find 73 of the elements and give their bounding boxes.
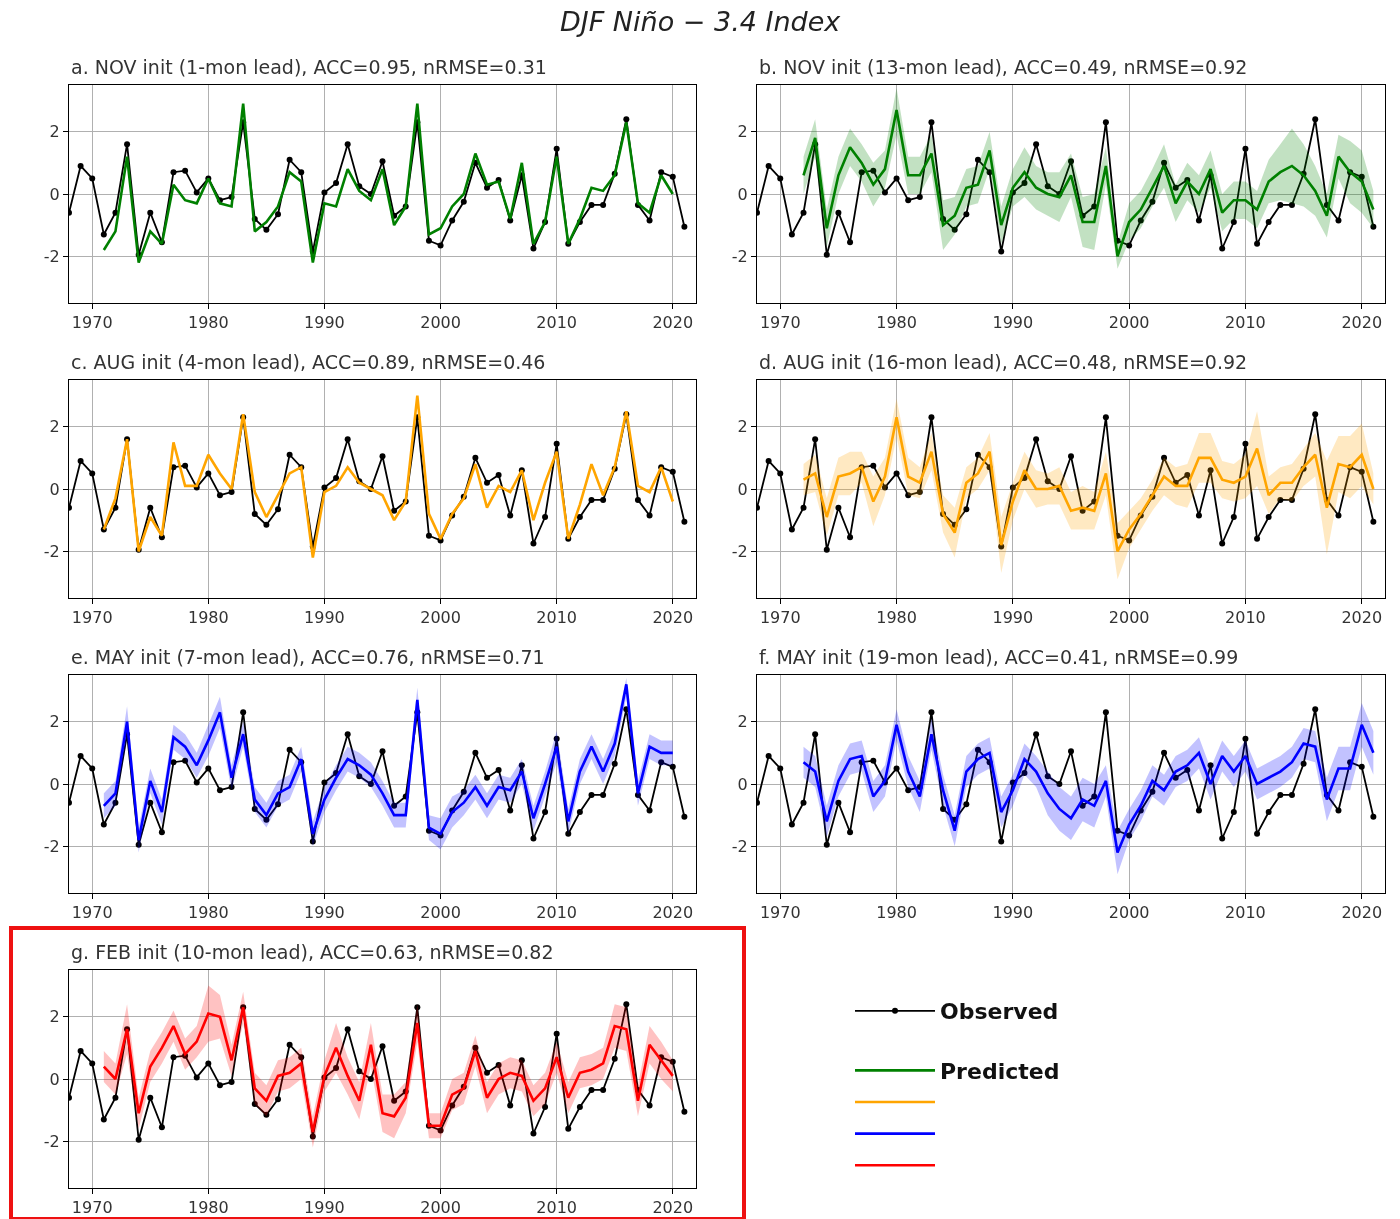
x-tick-label: 1990 (992, 608, 1034, 628)
x-tick-label: 2000 (1108, 313, 1150, 333)
x-tick-label: 1990 (992, 903, 1034, 923)
x-tick-label: 2020 (652, 1198, 694, 1218)
x-tick-label: 2000 (420, 903, 461, 923)
chart-title: e. MAY init (7-mon lead), ACC=0.76, nRMSE=0.71 (71, 646, 545, 668)
x-tick-label: 2020 (1341, 903, 1383, 923)
x-tick-label: 1990 (992, 313, 1034, 333)
x-tick-label: 2010 (1225, 608, 1266, 628)
y-tick-label: 2 (49, 417, 60, 437)
y-tick-label: -2 (731, 246, 748, 266)
x-tick-label: 2000 (420, 608, 461, 628)
x-tick-label: 2020 (652, 608, 694, 628)
y-tick-label: 0 (737, 479, 748, 499)
x-tick-label: 1970 (71, 313, 113, 333)
x-tick-label: 2000 (1108, 903, 1150, 923)
chart-title: b. NOV init (13-mon lead), ACC=0.49, nRMSE=0.92 (759, 56, 1248, 78)
y-tick-label: 0 (49, 184, 60, 204)
y-tick-label: -2 (43, 836, 60, 856)
x-tick-label: 1980 (876, 313, 917, 333)
x-tick-label: 1980 (876, 608, 917, 628)
x-tick-label: 1980 (187, 608, 229, 628)
y-tick-label: 2 (49, 712, 60, 732)
y-tick-label: 2 (737, 712, 748, 732)
x-tick-label: 2010 (1225, 903, 1266, 923)
x-tick-label: 2020 (1341, 608, 1383, 628)
chart-title: c. AUG init (4-mon lead), ACC=0.89, nRMSE=0.46 (71, 351, 546, 373)
y-tick-label: 2 (737, 122, 748, 142)
x-tick-label: 1990 (304, 313, 345, 333)
y-tick-label: 2 (49, 1007, 60, 1027)
x-tick-label: 1970 (71, 1198, 113, 1218)
x-tick-label: 1980 (187, 313, 229, 333)
x-tick-label: 1990 (304, 903, 345, 923)
x-tick-label: 1980 (876, 903, 917, 923)
y-tick-label: 0 (737, 184, 748, 204)
chart-title: a. NOV init (1-mon lead), ACC=0.95, nRMSE=0.31 (71, 56, 547, 78)
y-tick-label: -2 (43, 1131, 60, 1151)
y-tick-label: 0 (737, 774, 748, 794)
x-tick-label: 2010 (536, 608, 578, 628)
x-tick-label: 2020 (652, 313, 694, 333)
x-tick-label: 2000 (1108, 608, 1150, 628)
x-tick-label: 2010 (536, 1198, 578, 1218)
x-tick-label: 1980 (187, 1198, 229, 1218)
y-tick-label: -2 (43, 541, 60, 561)
y-tick-label: -2 (731, 541, 748, 561)
x-tick-label: 1990 (304, 608, 345, 628)
y-tick-label: 2 (737, 417, 748, 437)
chart-title: g. FEB init (10-mon lead), ACC=0.63, nRMSE=0.82 (71, 941, 554, 963)
legend-label: Predicted (940, 1058, 1060, 1084)
x-tick-label: 1970 (759, 313, 801, 333)
x-tick-label: 2000 (420, 1198, 461, 1218)
x-tick-label: 2010 (536, 903, 578, 923)
x-tick-label: 1990 (304, 1198, 345, 1218)
y-tick-label: 0 (49, 479, 60, 499)
x-tick-label: 1970 (71, 903, 113, 923)
x-tick-label: 1970 (759, 608, 801, 628)
x-tick-label: 2000 (420, 313, 461, 333)
x-tick-label: 1980 (187, 903, 229, 923)
x-tick-label: 2020 (652, 903, 694, 923)
legend-label: Observed (940, 999, 1059, 1025)
x-tick-label: 2010 (536, 313, 578, 333)
y-tick-label: 0 (49, 1069, 60, 1089)
y-tick-label: 2 (49, 122, 60, 142)
y-tick-label: 0 (49, 774, 60, 794)
text: DJF Niño − 3.4 Index (560, 6, 842, 37)
chart-title: f. MAY init (19-mon lead), ACC=0.41, nRMSE=0.99 (759, 646, 1239, 668)
x-tick-label: 2020 (1341, 313, 1383, 333)
x-tick-label: 1970 (71, 608, 113, 628)
chart-title: d. AUG init (16-mon lead), ACC=0.48, nRMSE=0.92 (759, 351, 1248, 373)
y-tick-label: -2 (43, 246, 60, 266)
x-tick-label: 2010 (1225, 313, 1266, 333)
x-tick-label: 1970 (759, 903, 801, 923)
y-tick-label: -2 (731, 836, 748, 856)
